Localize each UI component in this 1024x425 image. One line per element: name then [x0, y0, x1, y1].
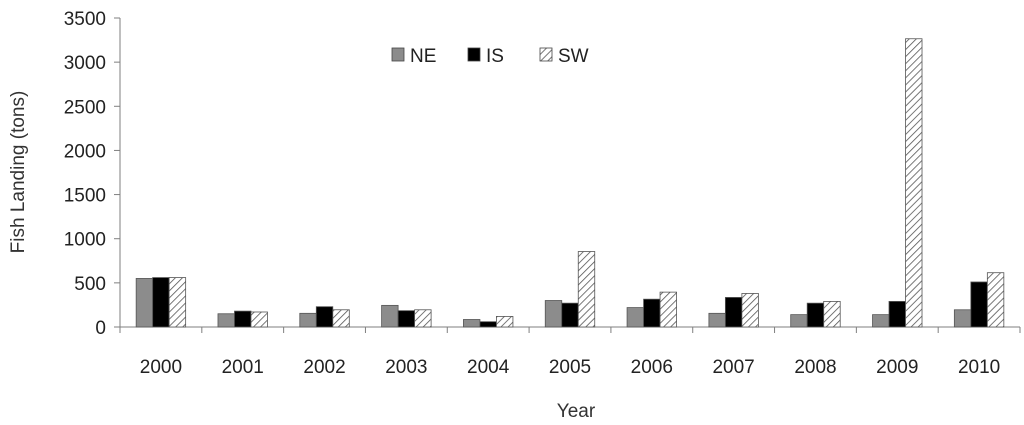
x-axis: 2000 2001 2002 2003 2004 2005 2006 2007 2008 2009… — [119, 326, 1021, 378]
bar-sw-2003 — [414, 309, 432, 328]
bar-ne-2003 — [381, 304, 399, 328]
bar-sw-2010 — [986, 272, 1005, 328]
bar-is-2008 — [806, 302, 825, 328]
y-tick-label: 2500 — [64, 97, 106, 118]
bar-is-2006 — [643, 298, 661, 328]
bar-ne-2004 — [463, 319, 481, 328]
bar-is-2010 — [970, 281, 988, 328]
y-tick-label: 1000 — [64, 230, 106, 251]
legend-label-ne: NE — [410, 46, 436, 67]
bar-ne-2010 — [953, 309, 972, 328]
bar-sw-2004 — [496, 316, 514, 328]
y-tick-label: 3000 — [64, 53, 106, 74]
bar-sw-2002 — [332, 309, 350, 328]
bar-ne-2000 — [135, 278, 154, 328]
bar-sw-2001 — [250, 311, 268, 328]
bar-is-2003 — [397, 310, 416, 328]
x-tick-label: 2006 — [631, 357, 673, 378]
bar-ne-2005 — [544, 300, 563, 328]
legend-swatch-sw — [539, 47, 553, 62]
bar-sw-2006 — [659, 291, 677, 328]
x-axis-title: Year — [557, 401, 596, 422]
x-tick-label: 2001 — [222, 357, 264, 378]
x-tick-label: 2009 — [876, 357, 918, 378]
y-tick-label: 500 — [74, 274, 106, 295]
bar-sw-2005 — [577, 251, 596, 328]
y-tick-label: 2000 — [64, 141, 106, 162]
legend: NE IS SW — [391, 46, 589, 67]
y-axis: 0 500 1000 1500 2000 2500 3000 3500 — [64, 9, 121, 339]
bar-ne-2006 — [626, 307, 644, 328]
x-tick-label: 2002 — [303, 357, 345, 378]
bar-sw-2008 — [823, 300, 841, 328]
legend-swatch-ne — [391, 47, 405, 62]
x-tick-label: 2000 — [140, 357, 182, 378]
legend-swatch-is — [467, 47, 481, 62]
x-tick-label: 2010 — [958, 357, 1000, 378]
bars — [135, 38, 1005, 328]
bar-ne-2008 — [790, 314, 808, 328]
x-tick-label: 2005 — [549, 357, 591, 378]
legend-label-sw: SW — [558, 46, 589, 67]
bar-is-2009 — [888, 300, 906, 328]
bar-is-2004 — [479, 321, 497, 328]
bar-sw-2000 — [168, 277, 187, 328]
bar-is-2005 — [561, 302, 579, 328]
bar-sw-2007 — [741, 293, 759, 328]
x-tick-label: 2003 — [385, 357, 427, 378]
bar-is-2002 — [315, 306, 334, 328]
y-tick-label: 3500 — [64, 9, 106, 30]
bar-is-2000 — [152, 277, 170, 328]
bar-ne-2001 — [217, 313, 235, 328]
bar-is-2007 — [724, 297, 743, 328]
y-tick-label: 1500 — [64, 186, 106, 207]
bar-ne-2002 — [299, 312, 317, 328]
bar-ne-2007 — [708, 312, 726, 328]
bar-sw-2009 — [905, 38, 923, 328]
y-tick-label: 0 — [95, 318, 106, 339]
x-tick-label: 2008 — [794, 357, 836, 378]
legend-label-is: IS — [486, 46, 504, 67]
y-axis-title: Fish Landing (tons) — [8, 91, 29, 254]
bar-is-2001 — [234, 310, 252, 328]
bar-ne-2009 — [872, 314, 890, 328]
x-tick-label: 2007 — [712, 357, 754, 378]
x-tick-label: 2004 — [467, 357, 510, 378]
